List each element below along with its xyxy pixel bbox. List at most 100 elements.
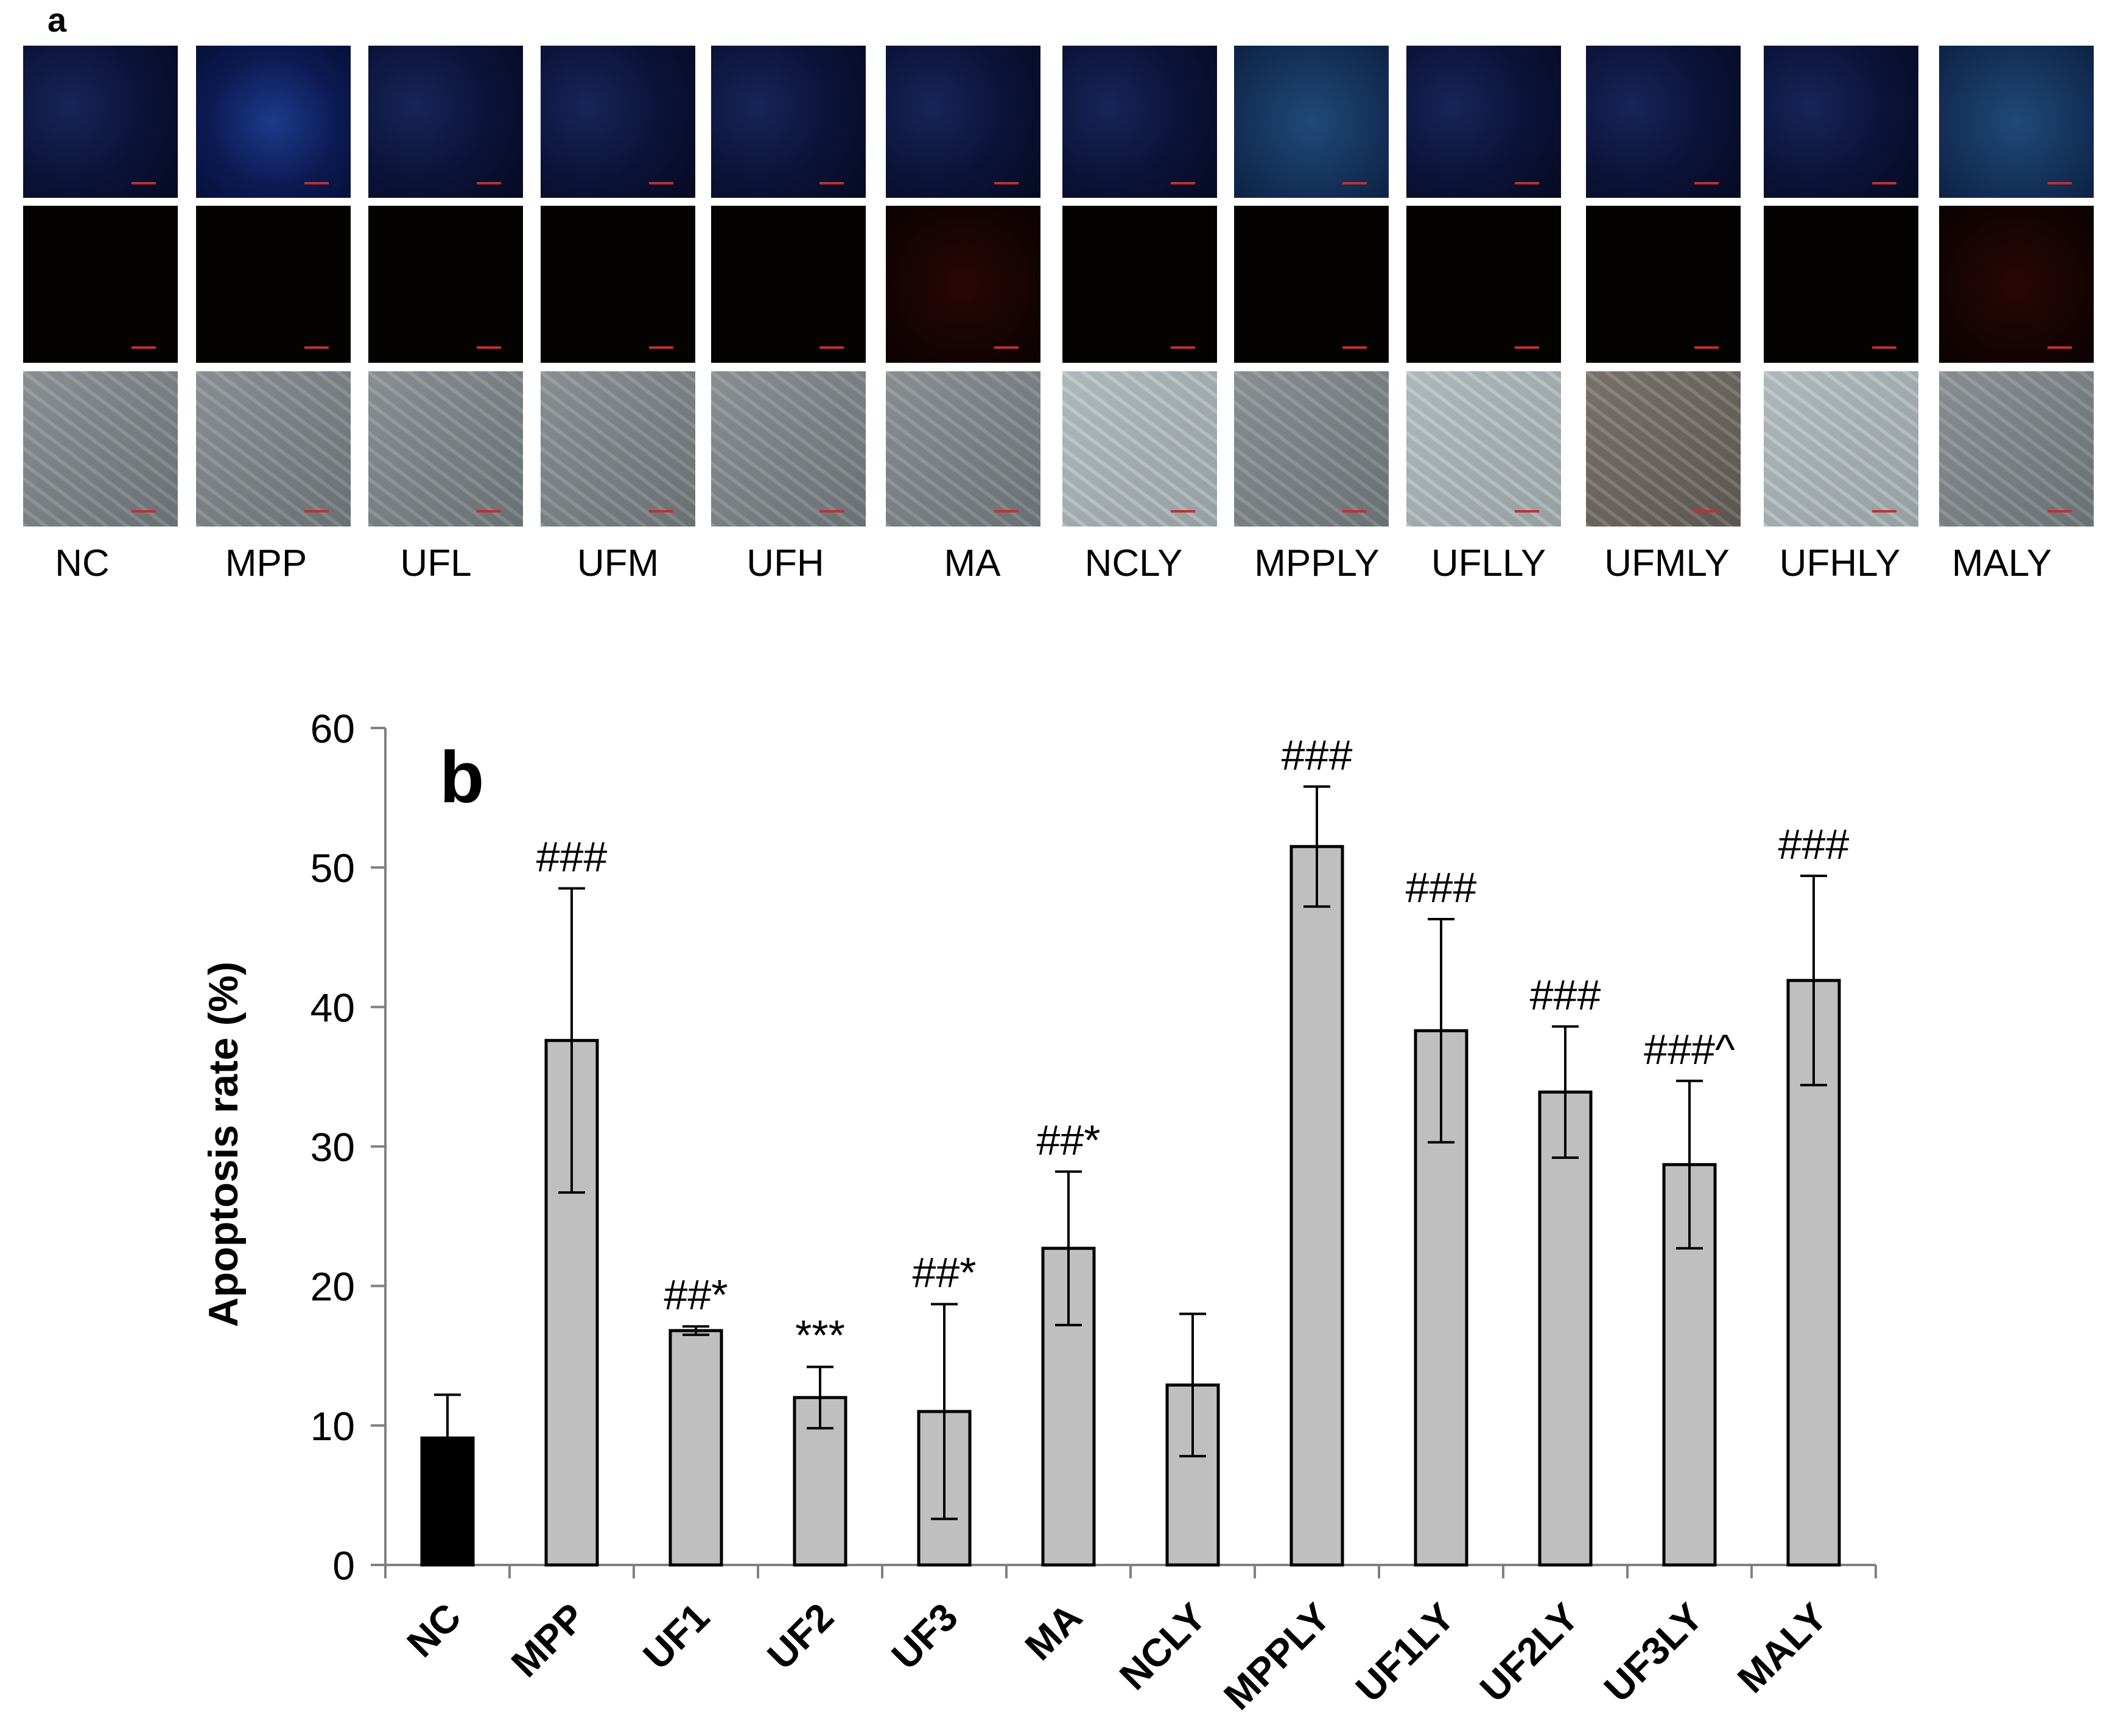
micrograph-blue-fluorescence-ufmly: [1586, 46, 1741, 198]
column-label: UFL: [400, 542, 472, 584]
column-label: MPPLY: [1254, 542, 1380, 584]
scale-bar: [1872, 510, 1897, 513]
scale-bar: [1514, 346, 1540, 349]
micrograph-phase-contrast-ufhly: [1764, 371, 1918, 527]
micrograph-phase-contrast-mpp: [196, 371, 351, 527]
x-tick-label: UF1: [634, 1595, 717, 1678]
micrograph-phase-contrast-ncly: [1062, 371, 1217, 527]
scale-bar: [819, 510, 844, 513]
micrograph-phase-contrast-nc: [23, 371, 178, 527]
scale-bar: [131, 510, 156, 513]
bar-uf1: [668, 1329, 723, 1567]
scale-bar: [304, 346, 329, 349]
significance-label: ###^: [1644, 1026, 1735, 1073]
micrograph-blue-fluorescence-ufm: [541, 46, 695, 198]
x-tick-label: UF3LY: [1596, 1595, 1711, 1710]
column-label: MALY: [1951, 542, 2052, 584]
column-label: UFLLY: [1431, 542, 1546, 584]
scale-bar: [1872, 181, 1897, 184]
column-label: UFH: [746, 542, 824, 584]
scale-bar: [994, 510, 1019, 513]
micrograph-red-fluorescence-ufmly: [1586, 206, 1741, 363]
micrograph-red-fluorescence-nc: [23, 206, 178, 363]
x-tick-label: UF2: [759, 1595, 841, 1678]
significance-label: ##*: [912, 1248, 976, 1296]
significance-label: ***: [795, 1312, 845, 1359]
micrograph-phase-contrast-uflly: [1406, 371, 1561, 527]
scale-bar: [819, 181, 844, 184]
scale-bar: [1342, 181, 1367, 184]
y-tick-label: 40: [310, 985, 355, 1030]
column-label: UFM: [577, 542, 659, 584]
significance-label: ###: [1406, 864, 1477, 911]
micrograph-red-fluorescence-ma: [886, 206, 1040, 363]
micrograph-blue-fluorescence-nc: [23, 46, 178, 198]
scale-bar: [476, 510, 502, 513]
scale-bar: [476, 346, 502, 349]
scale-bar: [1170, 346, 1196, 349]
scale-bar: [1170, 181, 1196, 184]
x-tick-label: MA: [1017, 1595, 1090, 1668]
micrograph-blue-fluorescence-ufl: [368, 46, 523, 198]
scale-bar: [1342, 510, 1367, 513]
micrograph-blue-fluorescence-mpply: [1234, 46, 1389, 198]
scale-bar: [648, 346, 674, 349]
micrograph-blue-fluorescence-mpp: [196, 46, 351, 198]
column-label: MPP: [225, 542, 307, 584]
scale-bar: [1694, 510, 1719, 513]
significance-label: ##*: [664, 1271, 728, 1318]
micrograph-blue-fluorescence-ufhly: [1764, 46, 1918, 198]
scale-bar: [131, 181, 156, 184]
micrograph-blue-fluorescence-uflly: [1406, 46, 1561, 198]
scale-bar: [2047, 181, 2072, 184]
panel-a-label: a: [47, 1, 67, 39]
y-tick-label: 50: [310, 845, 355, 891]
y-axis-label: Apoptosis rate (%): [200, 962, 247, 1328]
micrograph-phase-contrast-ufm: [541, 371, 695, 527]
scale-bar: [994, 346, 1019, 349]
micrograph-red-fluorescence-mpply: [1234, 206, 1389, 363]
scale-bar: [648, 181, 674, 184]
scale-bar: [1514, 510, 1540, 513]
micrograph-phase-contrast-maly: [1939, 371, 2094, 527]
micrograph-phase-contrast-ma: [886, 371, 1040, 527]
significance-label: ###: [536, 833, 608, 881]
column-label: MA: [944, 542, 1001, 584]
bar-uf2ly: [1538, 1090, 1593, 1567]
y-tick-label: 20: [310, 1264, 355, 1309]
x-tick-label: NCLY: [1111, 1595, 1215, 1698]
y-tick-label: 10: [310, 1404, 355, 1449]
y-tick-label: 0: [332, 1543, 355, 1588]
micrograph-red-fluorescence-ufhly: [1764, 206, 1918, 363]
micrograph-blue-fluorescence-ufh: [711, 46, 866, 198]
micrograph-blue-fluorescence-ncly: [1062, 46, 1217, 198]
x-tick-label: MPP: [503, 1595, 594, 1685]
scale-bar: [994, 181, 1019, 184]
significance-label: ##*: [1036, 1116, 1100, 1164]
micrograph-phase-contrast-ufl: [368, 371, 523, 527]
x-tick-label: NC: [399, 1595, 469, 1665]
column-label: NC: [55, 542, 110, 584]
scale-bar: [1170, 510, 1196, 513]
micrograph-red-fluorescence-uflly: [1406, 206, 1561, 363]
scale-bar: [1694, 181, 1719, 184]
column-label: NCLY: [1084, 542, 1183, 584]
scale-bar: [1342, 346, 1367, 349]
x-tick-label: UF2LY: [1472, 1595, 1587, 1710]
micrograph-grid: NC MPP UFL UFM UFH MA NCLY MPPLY UFLLY UFMLY UFHLY…: [0, 0, 2112, 609]
micrograph-red-fluorescence-maly: [1939, 206, 2094, 363]
micrograph-phase-contrast-mpply: [1234, 371, 1389, 527]
y-tick-label: 30: [310, 1125, 355, 1170]
y-tick-label: 60: [310, 706, 355, 751]
scale-bar: [2047, 346, 2072, 349]
bar-mpply: [1289, 845, 1344, 1567]
significance-label: ###: [1530, 971, 1601, 1018]
scale-bar: [2047, 510, 2072, 513]
significance-label: ###: [1282, 731, 1353, 779]
x-tick-label: UF1LY: [1347, 1595, 1463, 1710]
scale-bar: [304, 510, 329, 513]
micrograph-red-fluorescence-ufh: [711, 206, 866, 363]
micrograph-red-fluorescence-ncly: [1062, 206, 1217, 363]
scale-bar: [304, 181, 329, 184]
